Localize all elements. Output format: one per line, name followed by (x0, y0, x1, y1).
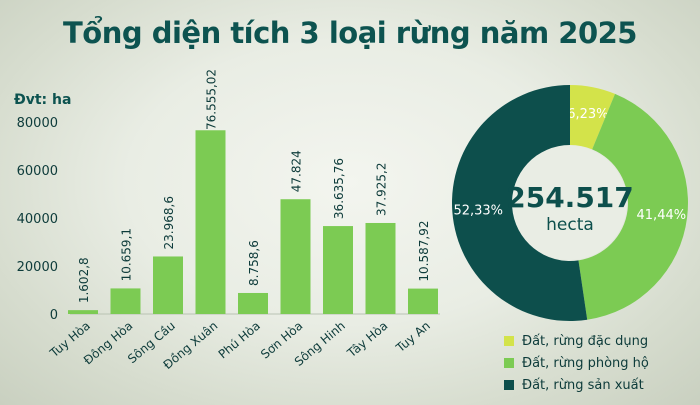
donut-center-unit: hecta (546, 215, 594, 235)
bar (153, 256, 183, 314)
slice-percent-label: 52,33% (453, 204, 503, 219)
legend-item-san-xuat: Đất, rừng sản xuất (504, 374, 649, 396)
donut-slice (451, 85, 588, 322)
legend-label: Đất, rừng phòng hộ (522, 355, 649, 371)
bar (280, 199, 311, 314)
donut-slice (570, 85, 616, 150)
donut-hole (513, 146, 627, 260)
donut-legend: Đất, rừng đặc dụng Đất, rừng phòng hộ Đấ… (504, 330, 649, 396)
x-tick-label: Tây Hòa (344, 319, 390, 361)
legend-label: Đất, rừng đặc dụng (522, 333, 649, 349)
bar-value-label: 10.587,92 (417, 221, 431, 282)
legend-swatch (504, 336, 514, 346)
legend-swatch (504, 380, 514, 390)
slice-percent-label: 41,44% (637, 208, 687, 223)
bar (110, 288, 141, 314)
bar (323, 226, 353, 314)
bar-value-label: 23.968,6 (162, 196, 176, 249)
y-tick-label: 40000 (17, 212, 58, 227)
y-tick-label: 20000 (17, 260, 58, 275)
x-tick-label: Phú Hòa (216, 319, 263, 362)
bar-value-label: 37.925,2 (375, 163, 389, 216)
bar-value-label: 47.824 (290, 150, 304, 192)
y-tick-label: 80000 (17, 116, 58, 131)
bar (365, 222, 396, 314)
bar-value-label: 36.635,76 (332, 158, 346, 219)
bar (195, 130, 226, 314)
chart-title: Tổng diện tích 3 loại rừng năm 2025 (63, 16, 637, 50)
bar (408, 288, 438, 314)
donut-slice (578, 93, 688, 320)
bar (68, 310, 98, 314)
bar (238, 292, 268, 314)
bar-value-label: 10.659,1 (120, 228, 134, 281)
y-tick-label: 0 (50, 308, 58, 323)
slice-percent-label: 6,23% (567, 107, 608, 122)
bar-value-label: 76.555,02 (205, 69, 219, 130)
legend-swatch (504, 358, 514, 368)
legend-item-phong-ho: Đất, rừng phòng hộ (504, 352, 649, 374)
legend-label: Đất, rừng sản xuất (522, 377, 644, 393)
donut-center-value: 254.517 (506, 181, 634, 214)
legend-item-dac-dung: Đất, rừng đặc dụng (504, 330, 649, 352)
unit-label: Đvt: ha (14, 92, 72, 108)
x-tick-label: Tuy An (393, 319, 433, 356)
bar-value-label: 1.602,8 (77, 257, 91, 303)
y-tick-label: 60000 (17, 164, 58, 179)
bar-value-label: 8.758,6 (247, 240, 261, 286)
